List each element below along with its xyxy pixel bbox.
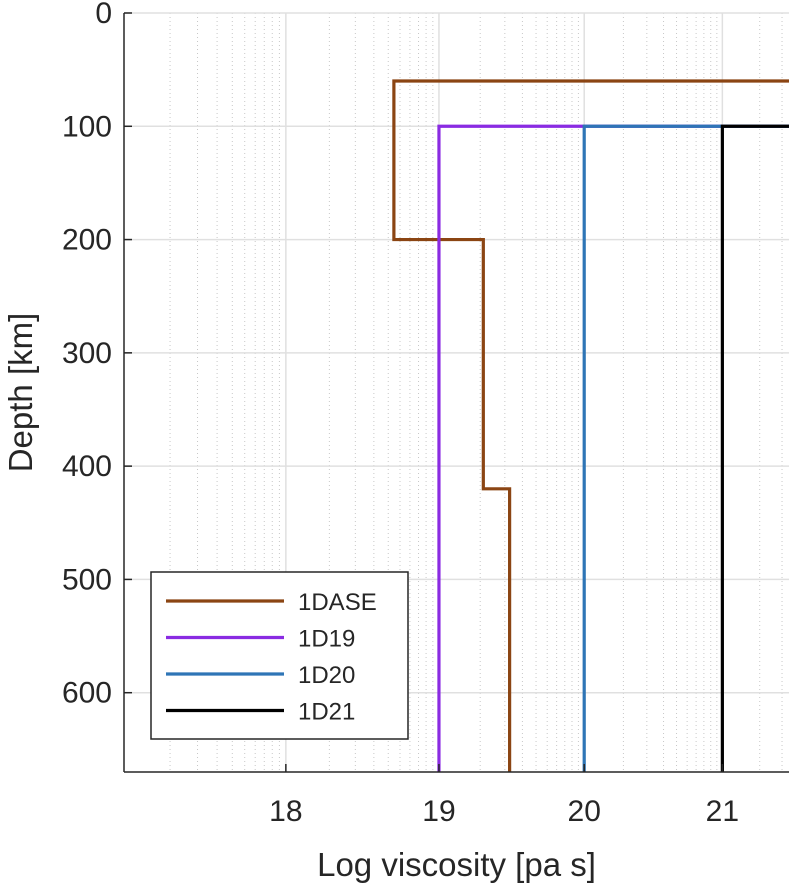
y-axis-label: Depth [km] — [2, 313, 39, 473]
y-tick-label: 200 — [62, 224, 112, 257]
y-tick-label: 400 — [62, 450, 112, 483]
legend-label-1d19: 1D19 — [298, 626, 355, 653]
x-axis-label: Log viscosity [pa s] — [317, 846, 596, 883]
y-tick-label: 600 — [62, 677, 112, 710]
series-1d19-line — [437, 124, 789, 772]
x-tick-label: 18 — [269, 795, 302, 828]
legend: 1DASE 1D19 1D20 1D21 — [150, 571, 409, 740]
x-tick-label: 21 — [706, 795, 739, 828]
y-tick-label: 300 — [62, 337, 112, 370]
series-1dase-line — [392, 79, 789, 772]
plot-area — [392, 79, 789, 772]
y-tick-label: 500 — [62, 563, 112, 596]
series-1d21-line — [720, 124, 789, 772]
series-1d20-line — [582, 124, 789, 772]
legend-label-1dase: 1DASE — [298, 589, 377, 616]
y-tick-label: 0 — [95, 0, 112, 30]
x-tick-label: 19 — [422, 795, 455, 828]
legend-label-1d20: 1D20 — [298, 662, 355, 689]
tick-labels: 18 19 20 21 0 100 200 300 400 500 600 — [62, 0, 739, 828]
y-tick-label: 100 — [62, 110, 112, 143]
legend-label-1d21: 1D21 — [298, 699, 355, 726]
x-tick-label: 20 — [568, 795, 601, 828]
axes — [123, 12, 789, 773]
